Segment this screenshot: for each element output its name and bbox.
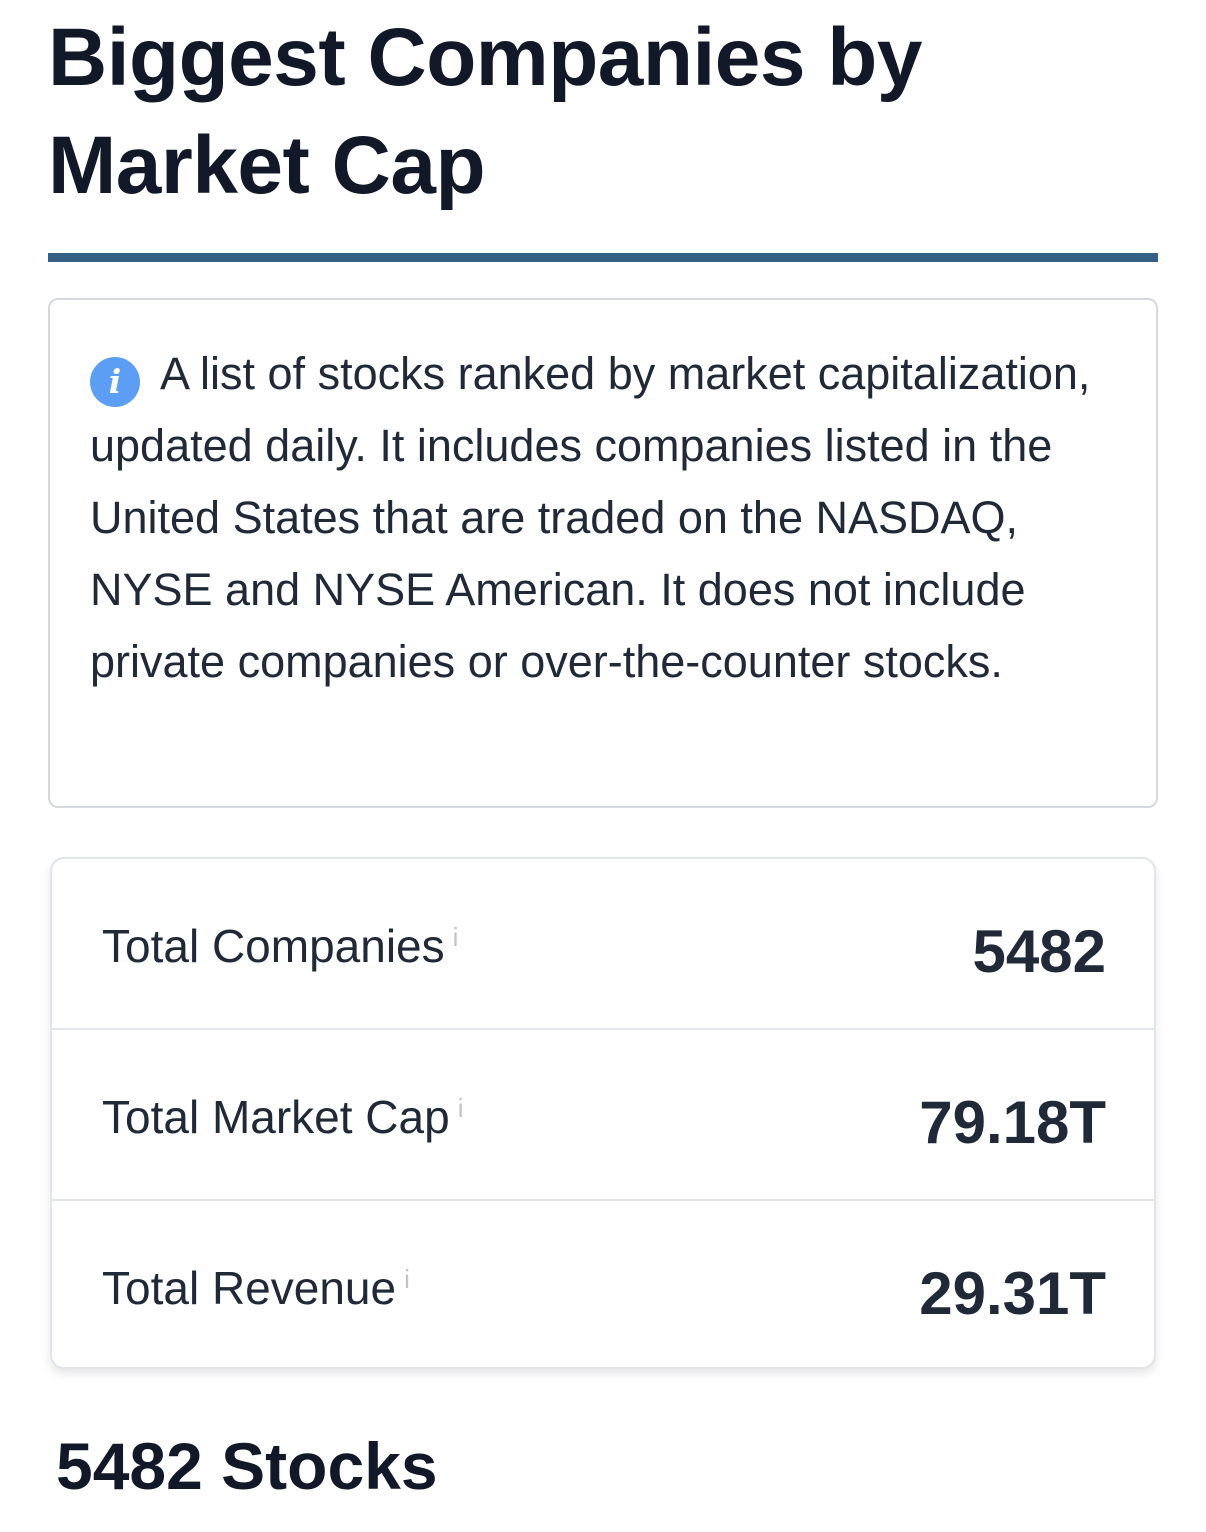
stat-label: Total Companies i (102, 919, 458, 973)
page-title: Biggest Companies by Market Cap (48, 12, 922, 211)
info-text: A list of stocks ranked by market capita… (90, 348, 1091, 687)
stocks-count-heading: 5482 Stocks (56, 1429, 438, 1503)
stat-label: Total Market Cap i (102, 1090, 463, 1144)
tooltip-info-icon[interactable]: i (452, 921, 459, 952)
stat-value: 5482 (972, 918, 1106, 985)
stat-row-total-revenue: Total Revenue i 29.31T (52, 1201, 1154, 1367)
stat-label: Total Revenue i (102, 1261, 410, 1315)
tooltip-info-icon[interactable]: i (457, 1092, 464, 1123)
stat-value: 79.18T (919, 1089, 1106, 1156)
info-icon: i (90, 357, 140, 407)
stat-label-text: Total Companies (102, 920, 445, 972)
stat-row-total-market-cap: Total Market Cap i 79.18T (52, 1030, 1154, 1201)
stat-label-text: Total Market Cap (102, 1091, 450, 1143)
stat-value: 29.31T (919, 1260, 1106, 1327)
title-divider (48, 253, 1158, 262)
stat-label-text: Total Revenue (102, 1262, 397, 1314)
tooltip-info-icon[interactable]: i (404, 1263, 410, 1294)
stats-card: Total Companies i 5482 Total Market Cap i … (50, 857, 1156, 1369)
stat-row-total-companies: Total Companies i 5482 (52, 859, 1154, 1030)
